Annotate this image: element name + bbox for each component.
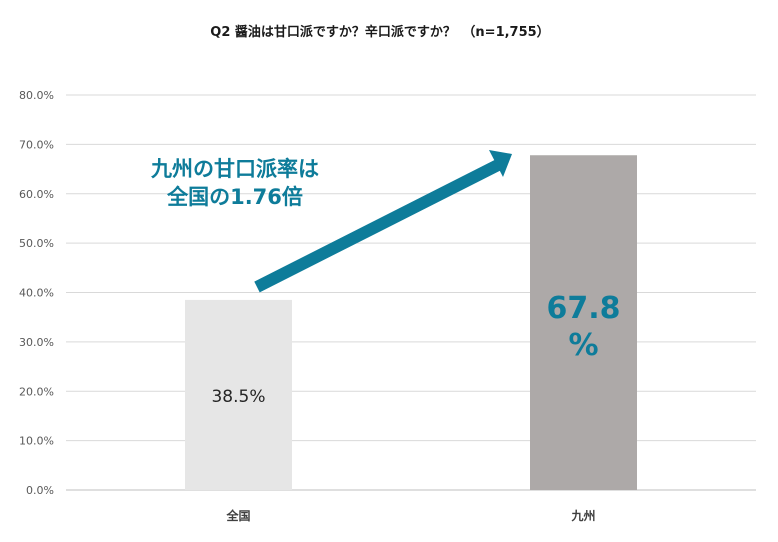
annotation-line-1: 九州の甘口派率は [150,157,319,181]
x-category-label: 九州 [570,508,595,523]
y-tick-label: 60.0% [19,188,54,201]
annotation-line-2: 全国の1.76倍 [166,185,303,209]
y-tick-label: 10.0% [19,435,54,448]
annotation: 九州の甘口派率は 全国の1.76倍 [150,150,512,293]
bar [530,155,637,491]
bar-value-label: % [568,328,598,363]
bar-value-label: 67.8 [546,291,620,326]
gridlines [66,94,756,491]
y-tick-label: 30.0% [19,336,54,349]
y-tick-label: 40.0% [19,287,54,300]
x-axis-categories: 全国 九州 [225,508,595,523]
y-tick-label: 20.0% [19,385,54,398]
x-category-label: 全国 [225,508,250,523]
arrow-head [489,150,512,177]
y-tick-label: 0.0% [26,484,54,497]
bars: 38.5% 67.8% [185,155,637,491]
arrow-shaft [254,159,501,293]
y-tick-label: 80.0% [19,89,54,102]
y-tick-label: 50.0% [19,237,54,250]
bar-value-label: 38.5% [211,387,265,407]
y-axis-ticks: 0.0% 10.0% 20.0% 30.0% 40.0% 50.0% 60.0% 70.0% 8… [19,89,54,497]
y-tick-label: 70.0% [19,138,54,151]
chart-title: Q2 醤油は甘口派ですか？辛口派ですか？ （n=1,755） [210,24,549,40]
bar [185,299,292,490]
